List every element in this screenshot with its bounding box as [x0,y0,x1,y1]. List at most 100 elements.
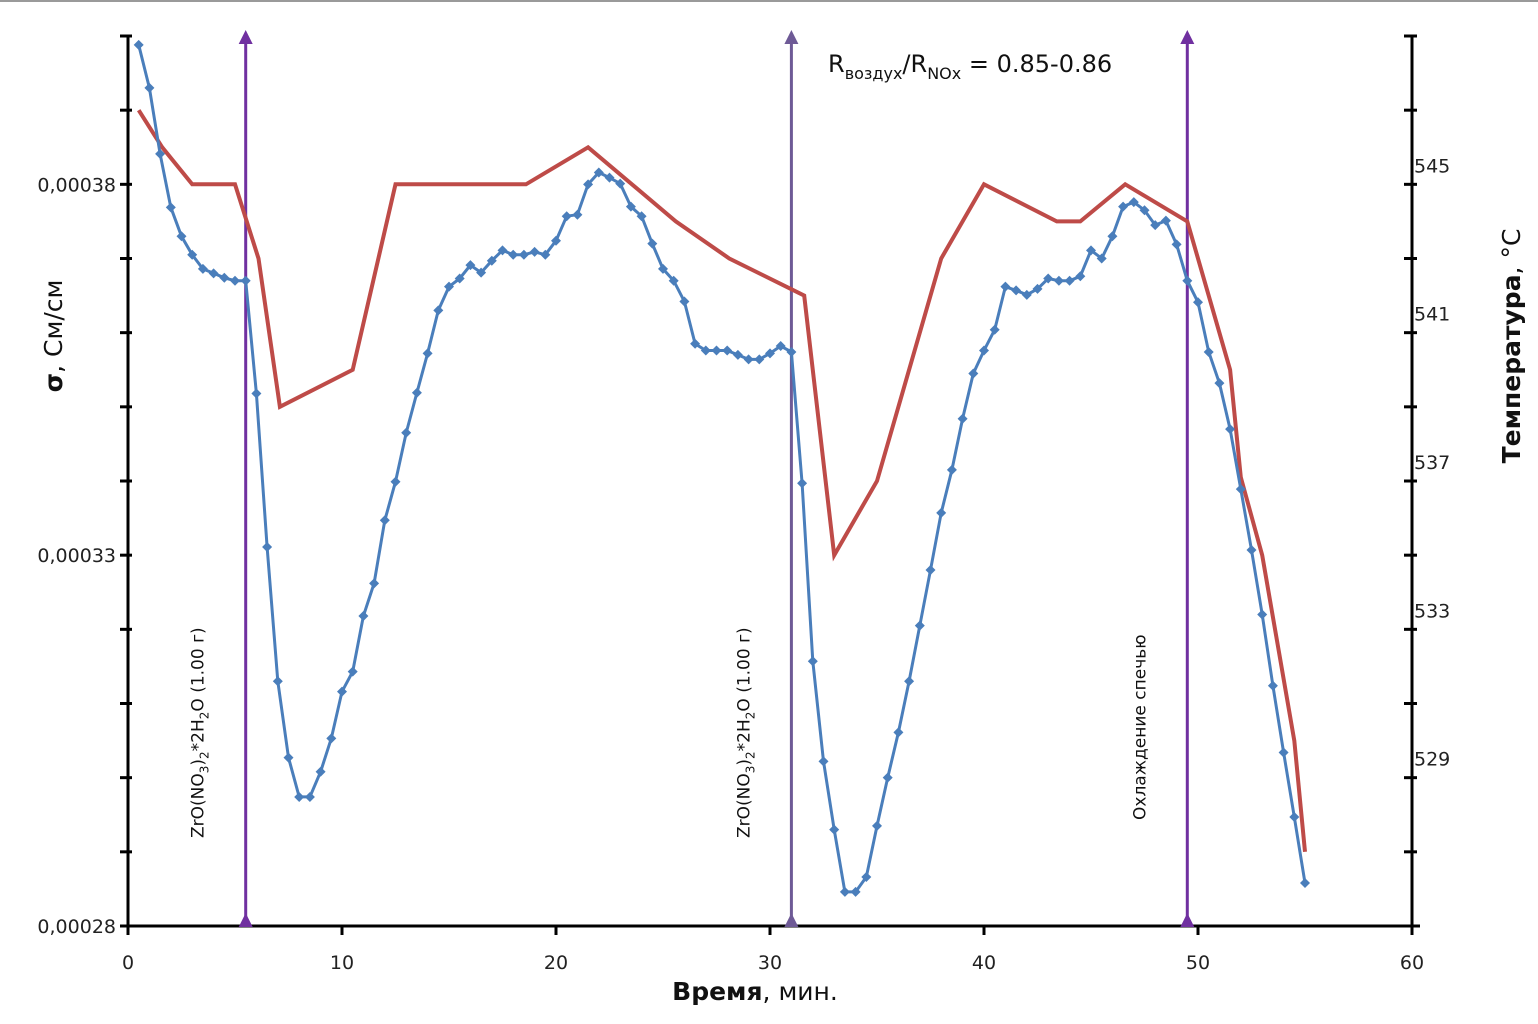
event-label: ZrO(NO3)2*2H2O (1.00 г) [734,627,757,838]
conductivity-point [1075,271,1086,282]
conductivity-line [137,44,1307,894]
event-label-subscript: 3 [743,766,757,774]
event-label-part: ) [189,759,209,766]
conductivity-point [711,345,722,356]
x-tick-label: 50 [1186,952,1210,974]
y2-tick-label: 533 [1414,600,1450,622]
conductivity-point [572,209,583,220]
conductivity-point [1193,297,1203,308]
conductivity-point [283,752,294,763]
event-label: ZrO(NO3)2*2H2O (1.00 г) [189,627,212,838]
conductivity-point [1257,609,1268,620]
arrow-up-icon [1180,913,1195,927]
conductivity-point [219,272,230,283]
event-label-part: O (1.00 г) [189,627,209,711]
temperature-line [137,109,1307,852]
conductivity-point [968,368,979,379]
conductivity-point [433,305,444,316]
top-border [0,0,1538,2]
conductivity-point [197,263,208,274]
x-tick-label: 40 [972,952,996,974]
conductivity-point [914,620,925,631]
x-tick-label: 30 [758,952,782,974]
conductivity-point [240,275,251,286]
event-label-subscript: 2 [198,751,212,759]
y-axis-title-rest: , См/см [39,280,68,373]
conductivity-point [925,565,936,575]
conductivity-point [668,275,679,286]
y2-axis-title-rest: , °C [1497,229,1526,275]
arrow-up-icon [1180,30,1195,44]
labels: 0,00028 0,00033 0,00038 529 533 537 541 545 0 10 2… [37,50,1526,1006]
conductivity-point [1043,273,1054,284]
conductivity-point [347,666,358,677]
conductivity-point [465,260,476,271]
conductivity-point [1267,680,1278,691]
x-tick-label: 60 [1400,952,1424,974]
conductivity-point [304,791,315,802]
y-tick-label: 0,00033 [37,545,116,567]
conductivity-point [230,275,240,286]
conductivity-point [272,676,283,687]
conductivity-point [829,824,840,835]
conductivity-point [358,610,369,621]
conductivity-point [497,245,508,256]
conductivity-point [732,349,743,360]
conductivity-point [743,354,754,365]
conductivity-point [1300,877,1310,888]
ratio-part: = 0.85-0.86 [961,50,1112,78]
conductivity-point [486,255,497,266]
conductivity-point [1000,281,1011,292]
x-tick-label: 10 [330,952,354,974]
x-tick-label: 0 [122,952,134,974]
conductivity-point [326,733,337,744]
conductivity-point [893,727,904,738]
conductivity-point [208,268,219,279]
ratio-part: / [902,50,911,78]
conductivity-point [444,281,454,292]
y2-axis-title: Температура, °C [1497,229,1526,464]
conductivity-point [957,413,968,424]
conductivity-point [401,427,412,438]
arrow-up-icon [784,913,799,927]
conductivity-point [390,476,401,487]
conductivity-point [604,172,615,183]
ratio-part: R [911,50,928,78]
conductivity-point [133,39,144,50]
y-tick-label: 0,00038 [37,174,116,196]
conductivity-point [946,464,957,475]
event-label-part: Охлаждение спечью [1130,634,1150,820]
event-label-subscript: 2 [198,712,212,720]
conductivity-point [518,249,529,260]
temperature-series [137,109,1307,852]
conductivity-point [625,201,636,212]
conductivity-point [1086,245,1096,256]
ratio-subscript: воздух [845,64,903,83]
conductivity-point [529,246,540,257]
y2-tick-label: 529 [1414,749,1450,771]
conductivity-point [1225,424,1236,435]
conductivity-point [1064,275,1075,286]
conductivity-point [1118,201,1129,212]
conductivity-point [1032,283,1043,294]
conductivity-point [754,354,765,365]
y-tick-label: 0,00028 [37,916,116,938]
conductivity-point [411,387,422,398]
conductivity-point [337,686,347,697]
conductivity-point [1053,275,1064,286]
conductivity-point [1160,215,1171,226]
conductivity-point [1139,205,1150,216]
x-axis-title-bold: Время [672,977,762,1006]
conductivity-point [593,167,604,178]
conductivity-point [989,324,1000,335]
conductivity-point [1150,220,1161,231]
conductivity-point [786,346,797,357]
event-label-subscript: 2 [743,712,757,720]
conductivity-point [882,772,893,783]
event-label-subscript: 2 [743,751,757,759]
arrow-up-icon [784,30,799,44]
conductivity-point [1107,231,1118,242]
conductivity-point [1011,285,1022,296]
conductivity-point [251,388,262,399]
